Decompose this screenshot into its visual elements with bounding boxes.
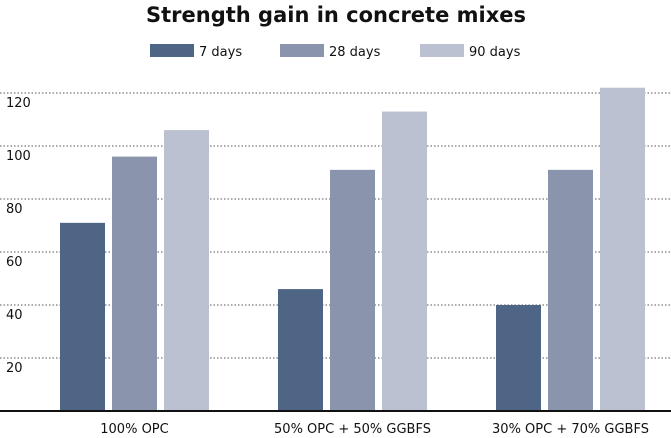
y-tick-label: 40 — [6, 308, 23, 323]
y-tick-label: 60 — [6, 255, 23, 270]
y-tick-label: 80 — [6, 202, 23, 217]
legend-item: 28 days — [280, 44, 381, 60]
bar-7-days-2 — [496, 305, 541, 411]
bar-7-days-0 — [60, 222, 105, 411]
legend-label: 90 days — [469, 45, 521, 60]
bar-90-days-2 — [600, 87, 645, 411]
legend-item: 7 days — [150, 44, 242, 60]
bar-28-days-0 — [112, 156, 157, 411]
y-tick-label: 100 — [6, 149, 31, 164]
bar-90-days-1 — [382, 111, 427, 412]
bar-90-days-0 — [164, 130, 209, 411]
bar-28-days-1 — [330, 169, 375, 411]
y-axis-ticks: 20 40 60 80 100 120 — [6, 96, 31, 376]
legend: 7 days 28 days 90 days — [150, 44, 521, 60]
y-tick-label: 120 — [6, 96, 31, 111]
bar-28-days-2 — [548, 169, 593, 411]
x-axis-labels: 100% OPC 50% OPC + 50% GGBFS 30% OPC + 70%… — [100, 422, 649, 437]
bars — [60, 87, 645, 412]
x-category-label: 30% OPC + 70% GGBFS — [492, 422, 649, 437]
x-category-label: 50% OPC + 50% GGBFS — [274, 422, 431, 437]
legend-label: 28 days — [329, 45, 381, 60]
legend-label: 7 days — [199, 45, 242, 60]
y-tick-label: 20 — [6, 361, 23, 376]
legend-swatch — [280, 44, 324, 57]
legend-swatch — [150, 44, 194, 57]
chart-title: Strength gain in concrete mixes — [146, 3, 526, 27]
legend-item: 90 days — [420, 44, 521, 60]
legend-swatch — [420, 44, 464, 57]
x-category-label: 100% OPC — [100, 422, 168, 437]
bar-7-days-1 — [278, 289, 323, 411]
